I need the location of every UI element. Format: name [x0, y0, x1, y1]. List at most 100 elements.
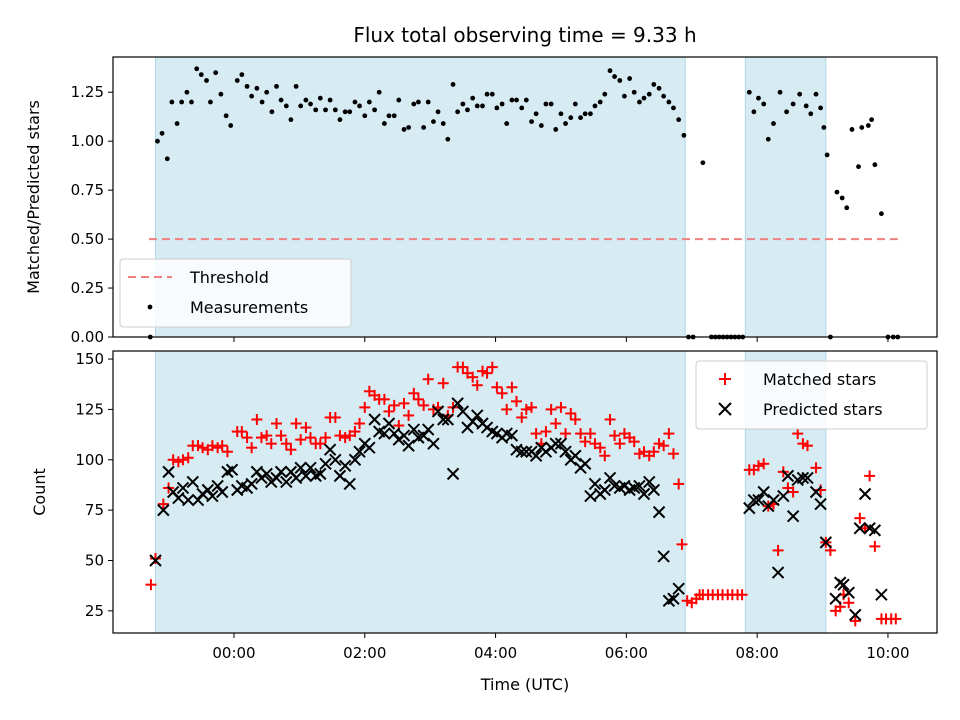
- measurement-point: [308, 101, 313, 107]
- predicted-star-point: [657, 550, 670, 563]
- matched-star-point: [545, 403, 557, 415]
- y-tick-label: 1.25: [71, 83, 104, 101]
- measurement-point: [440, 121, 446, 126]
- measurement-point: [228, 123, 234, 128]
- matched-star-point: [604, 413, 616, 425]
- predicted-star-point: [809, 485, 823, 499]
- y-tick-label: 1.00: [71, 132, 104, 150]
- matched-star-point: [383, 405, 395, 417]
- top-legend: Threshold Measurements: [119, 258, 352, 328]
- matched-star-point: [290, 418, 302, 430]
- matched-star-point: [300, 422, 312, 434]
- predicted-star-point: [777, 489, 790, 503]
- measurement-point: [602, 91, 608, 97]
- predicted-star-point: [274, 465, 288, 479]
- predicted-star-point: [338, 459, 352, 473]
- y-tick-label: 75: [85, 501, 104, 519]
- predicted-star-point: [382, 417, 396, 430]
- predicted-star-point: [875, 588, 888, 601]
- matched-star-point: [516, 411, 528, 423]
- measurement-point: [797, 91, 803, 97]
- measurement-point: [372, 107, 377, 113]
- measurement-point: [303, 97, 309, 103]
- measurement-point: [756, 95, 761, 101]
- measurement-point: [865, 123, 871, 128]
- measurement-point: [751, 109, 757, 115]
- measurement-point: [666, 99, 672, 105]
- top-legend-box: [119, 258, 352, 328]
- matched-star-point: [673, 478, 685, 490]
- matched-star-point: [802, 440, 814, 452]
- legend-predicted-swatch: [718, 402, 732, 416]
- y-tick-label: 25: [85, 602, 104, 620]
- matched-star-point: [496, 387, 508, 399]
- predicted-star-point: [451, 397, 464, 410]
- matched-star-point: [663, 428, 675, 440]
- measurement-point: [366, 99, 372, 105]
- matched-star-point: [594, 442, 606, 454]
- measurement-point: [597, 99, 603, 105]
- predicted-star-point: [270, 471, 283, 485]
- measurement-point: [700, 160, 706, 166]
- matched-star-point: [736, 589, 748, 601]
- measurement-point: [592, 103, 598, 109]
- predicted-star-point: [250, 465, 264, 479]
- measurement-point: [859, 125, 865, 130]
- measurement-point: [765, 136, 771, 142]
- matched-star-point: [275, 430, 287, 442]
- predicted-star-point: [667, 592, 680, 605]
- measurement-point: [155, 138, 160, 144]
- matched-star-point: [314, 438, 326, 450]
- matched-star-point: [457, 361, 469, 373]
- matched-star-point: [145, 579, 157, 591]
- x-tick-label: 10:00: [866, 644, 909, 662]
- predicted-star-point: [353, 445, 366, 458]
- x-tick-label: 04:00: [474, 644, 517, 662]
- predicted-star-point: [206, 489, 219, 503]
- measurement-point: [455, 109, 461, 115]
- predicted-star-point: [849, 608, 862, 622]
- predicted-stars-series: [149, 397, 888, 622]
- measurement-point: [259, 99, 265, 105]
- measurement-point: [362, 113, 368, 119]
- matched-star-point: [628, 436, 640, 448]
- measurement-point: [465, 107, 470, 113]
- matched-star-point: [280, 438, 292, 450]
- measurement-point: [460, 101, 466, 107]
- matched-star-point: [599, 450, 611, 462]
- measurement-point: [872, 162, 878, 168]
- predicted-star-point: [529, 449, 543, 462]
- measurement-point: [637, 99, 642, 105]
- y-tick-label: 100: [75, 451, 104, 469]
- measurement-point: [494, 105, 500, 111]
- y-tick-label: 50: [85, 551, 104, 569]
- measurement-point: [631, 89, 637, 95]
- y-tick-label: 150: [75, 350, 104, 368]
- bottom-x-ticks: 00:00 02:00 04:00 06:00 08:00 10:00: [212, 633, 910, 662]
- predicted-star-point: [446, 467, 460, 481]
- predicted-star-point: [672, 582, 685, 595]
- matched-star-point: [614, 438, 626, 450]
- predicted-star-point: [801, 471, 814, 485]
- measurement-point: [357, 103, 362, 109]
- measurement-point: [174, 121, 180, 126]
- matched-star-point: [422, 373, 434, 385]
- measurement-point: [803, 103, 809, 109]
- predicted-star-point: [225, 463, 239, 477]
- measurement-point: [509, 97, 515, 103]
- predicted-star-point: [314, 467, 327, 481]
- measurement-point: [553, 127, 559, 132]
- matched-star-point: [869, 540, 881, 552]
- bottom-legend: Matched stars Predicted stars: [695, 360, 928, 430]
- predicted-star-point: [319, 457, 332, 471]
- measurement-point: [777, 89, 783, 95]
- measurement-point: [274, 83, 279, 89]
- predicted-star-point: [747, 493, 761, 507]
- measurement-point: [681, 132, 687, 138]
- measurement-point: [376, 89, 382, 95]
- matched-star-point: [575, 428, 587, 440]
- measurement-point: [474, 103, 480, 109]
- observing-window: [745, 57, 826, 337]
- predicted-star-point: [201, 483, 215, 497]
